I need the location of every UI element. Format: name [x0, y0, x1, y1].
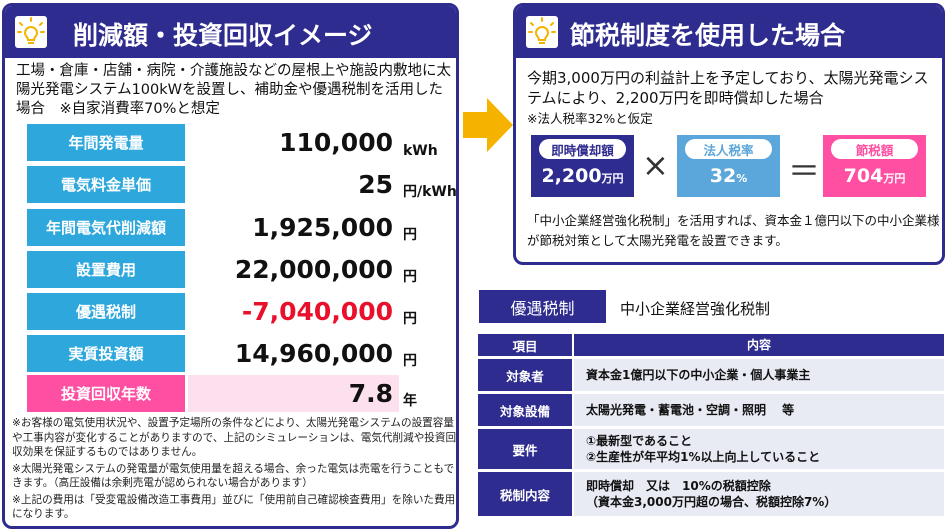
row-label: 投資回収年数 — [27, 375, 185, 412]
row-label: 年間電気代削減額 — [27, 209, 185, 246]
multiply-sign: × — [642, 146, 669, 184]
table-header-content: 内容 — [574, 334, 944, 356]
calc-caption: 法人税率 — [685, 139, 772, 159]
row-unit: 円/kWh — [403, 184, 457, 200]
row-value: -7,040,000 — [188, 293, 399, 330]
tax-incentive-title: 中小企業経営強化税制 — [620, 300, 771, 318]
disclaimer-notes: ※お客様の電気使用状況や、設置予定場所の条件などにより、太陽光発電システムの設置… — [12, 416, 457, 524]
row-unit: 円 — [403, 311, 417, 327]
note: ※太陽光発電システムの発電量が電気使用量を超える場合、余った電気は売電を行うこと… — [12, 462, 455, 490]
note: ※上記の費用は「受変電設備改造工事費用」並びに「使用前自己確認検査費用」を除いた… — [12, 493, 456, 521]
row-unit: kWh — [403, 143, 438, 159]
tax-system-footer: 「中小企業経営強化税制」を活用すれば、資本金１億円以下の中小企業様が節税対策とし… — [527, 213, 940, 248]
row-label: 優遇税制 — [27, 293, 185, 330]
savings-panel-header: 削減額・投資回収イメージ — [5, 6, 456, 58]
tax-incentive-tag: 優遇税制 — [479, 290, 606, 323]
row-label: 設置費用 — [27, 251, 185, 288]
savings-panel-title: 削減額・投資回収イメージ — [73, 21, 373, 50]
calc-tax-savings-box: 節税額 704万円 — [823, 135, 926, 197]
row-value: 110,000 — [188, 124, 399, 161]
savings-intro: 工場・倉庫・店舗・病院・介護施設などの屋根上や施設内敷地に太陽光発電システム10… — [16, 63, 451, 117]
table-row: 税制内容 即時償却 又は 10%の税額控除 （資本金3,000万円超の場合、税額… — [478, 472, 944, 516]
row-unit: 円 — [403, 227, 417, 243]
savings-panel: 削減額・投資回収イメージ 工場・倉庫・店舗・病院・介護施設などの屋根上や施設内敷… — [2, 3, 459, 529]
arrow-right-icon — [463, 98, 513, 152]
calc-caption: 即時償却額 — [539, 139, 626, 159]
row-unit: 円 — [403, 353, 417, 369]
row-value: 22,000,000 — [188, 251, 399, 288]
tax-saving-panel-title: 節税制度を使用した場合 — [570, 21, 846, 50]
table-cell-content: 即時償却 又は 10%の税額控除 （資本金3,000万円超の場合、税額控除7%） — [574, 472, 944, 516]
calc-value: 2,200万円 — [541, 165, 624, 187]
row-value: 25 — [188, 166, 399, 203]
tax-saving-panel-header: 節税制度を使用した場合 — [516, 6, 942, 58]
tax-rate-note: ※法人税率32%と仮定 — [527, 111, 653, 126]
note: ※お客様の電気使用状況や、設置予定場所の条件などにより、太陽光発電システムの設置… — [12, 417, 457, 458]
table-cell-content: 太陽光発電・蓄電池・空調・照明 等 — [574, 394, 944, 426]
table-cell-item: 対象者 — [478, 359, 572, 391]
lightbulb-icon — [15, 16, 47, 48]
row-value: 14,960,000 — [188, 335, 399, 372]
table-header-row: 項目 内容 — [478, 334, 944, 356]
table-header-item: 項目 — [478, 334, 572, 356]
calc-depreciation-box: 即時償却額 2,200万円 — [531, 135, 634, 197]
table-cell-item: 対象設備 — [478, 394, 572, 426]
row-value: 1,925,000 — [188, 209, 399, 246]
row-label: 年間発電量 — [27, 124, 185, 161]
calc-value: 32% — [709, 165, 748, 187]
tax-saving-panel: 節税制度を使用した場合 今期3,000万円の利益計上を予定しており、太陽光発電シ… — [513, 3, 945, 265]
equals-sign: ＝ — [788, 152, 821, 190]
row-unit: 円 — [403, 269, 417, 285]
calc-caption: 節税額 — [831, 139, 918, 159]
lightbulb-icon — [526, 16, 558, 48]
row-label: 実質投資額 — [27, 335, 185, 372]
row-unit: 年 — [403, 393, 417, 409]
table-row: 要件 ①最新型であること ②生産性が年平均1%以上向上していること — [478, 429, 944, 469]
table-row: 対象者 資本金1億円以下の中小企業・個人事業主 — [478, 359, 944, 391]
calc-value: 704万円 — [843, 165, 906, 187]
calc-tax-rate-box: 法人税率 32% — [677, 135, 780, 197]
table-cell-content: 資本金1億円以下の中小企業・個人事業主 — [574, 359, 944, 391]
row-label: 電気料金単価 — [27, 166, 185, 203]
table-cell-item: 要件 — [478, 429, 572, 469]
table-row: 対象設備 太陽光発電・蓄電池・空調・照明 等 — [478, 394, 944, 426]
table-cell-item: 税制内容 — [478, 472, 572, 516]
tax-saving-description: 今期3,000万円の利益計上を予定しており、太陽光発電システムにより、2,200… — [527, 69, 929, 107]
row-value: 7.8 — [188, 375, 399, 412]
table-cell-content: ①最新型であること ②生産性が年平均1%以上向上していること — [574, 429, 944, 469]
